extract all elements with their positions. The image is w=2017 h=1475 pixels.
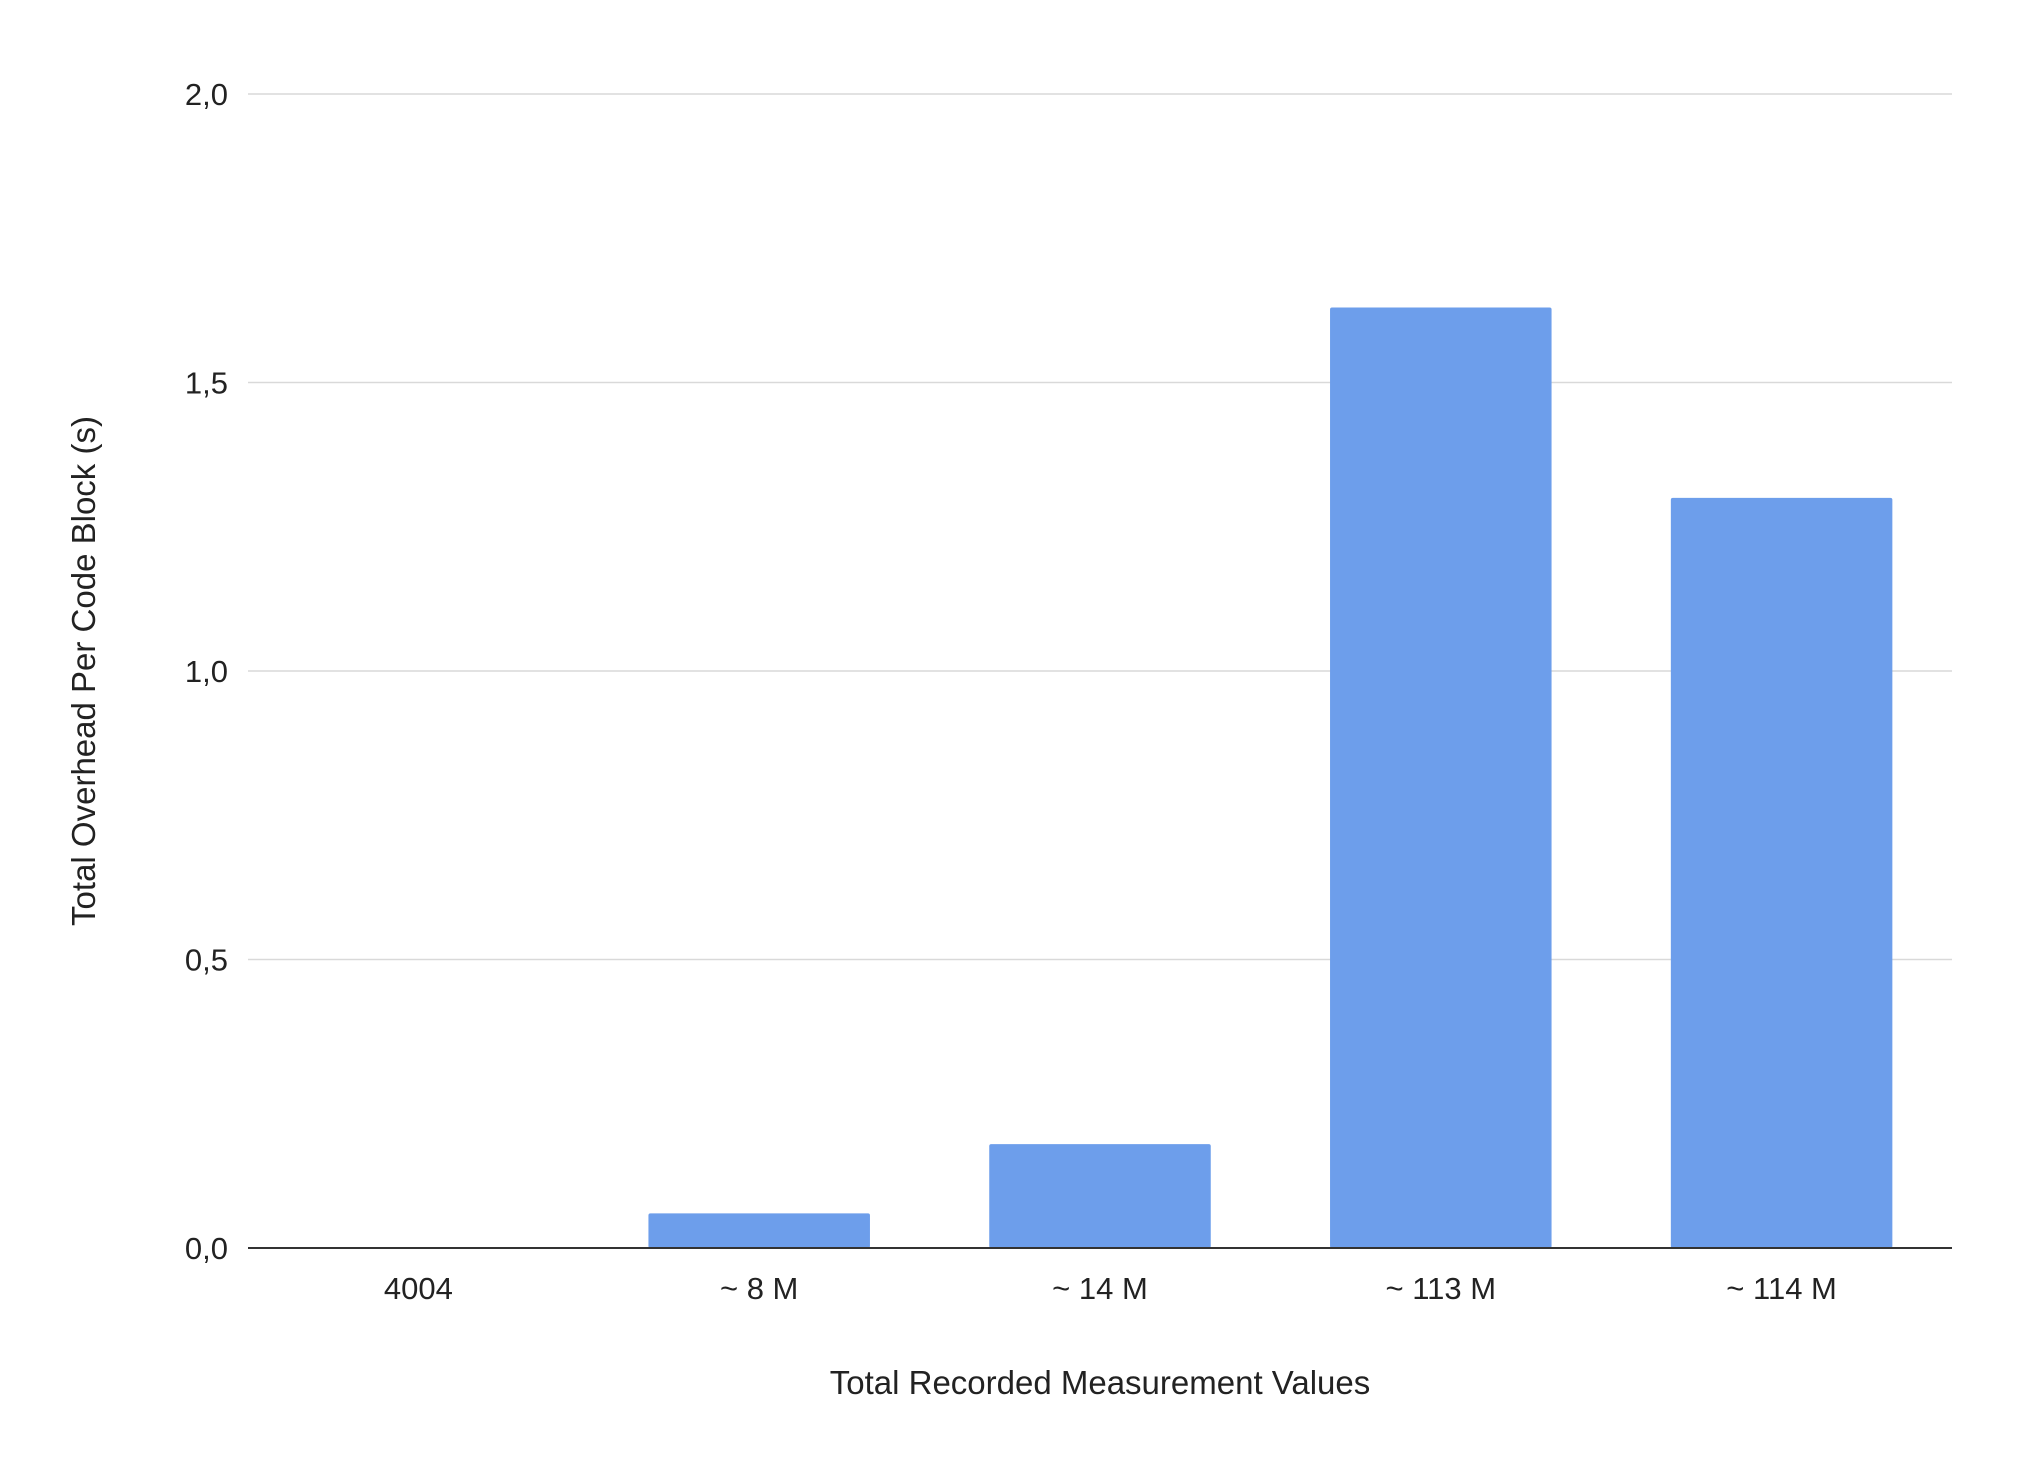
y-tick-label: 0,5 [185, 943, 228, 978]
x-axis-title: Total Recorded Measurement Values [830, 1364, 1371, 1401]
x-tick-labels: 4004 ~ 8 M ~ 14 M ~ 113 M ~ 114 M [384, 1271, 1837, 1306]
x-tick-label: ~ 113 M [1386, 1271, 1497, 1306]
bar [648, 1213, 870, 1248]
bar [1330, 307, 1552, 1248]
y-tick-label: 2,0 [185, 77, 228, 112]
bars [648, 307, 1893, 1248]
bar [1670, 497, 1893, 1248]
y-tick-label: 0,0 [185, 1231, 228, 1266]
x-tick-label: ~ 114 M [1726, 1271, 1837, 1306]
y-tick-label: 1,5 [185, 366, 228, 401]
y-tick-labels: 0,0 0,5 1,0 1,5 2,0 [185, 77, 228, 1266]
y-tick-label: 1,0 [185, 654, 228, 689]
bar [989, 1144, 1211, 1248]
y-axis-title: Total Overhead Per Code Block (s) [65, 416, 102, 926]
x-tick-label: ~ 8 M [720, 1271, 798, 1306]
gridlines [248, 93, 1952, 961]
x-tick-label: 4004 [384, 1271, 453, 1306]
x-tick-label: ~ 14 M [1052, 1271, 1148, 1306]
